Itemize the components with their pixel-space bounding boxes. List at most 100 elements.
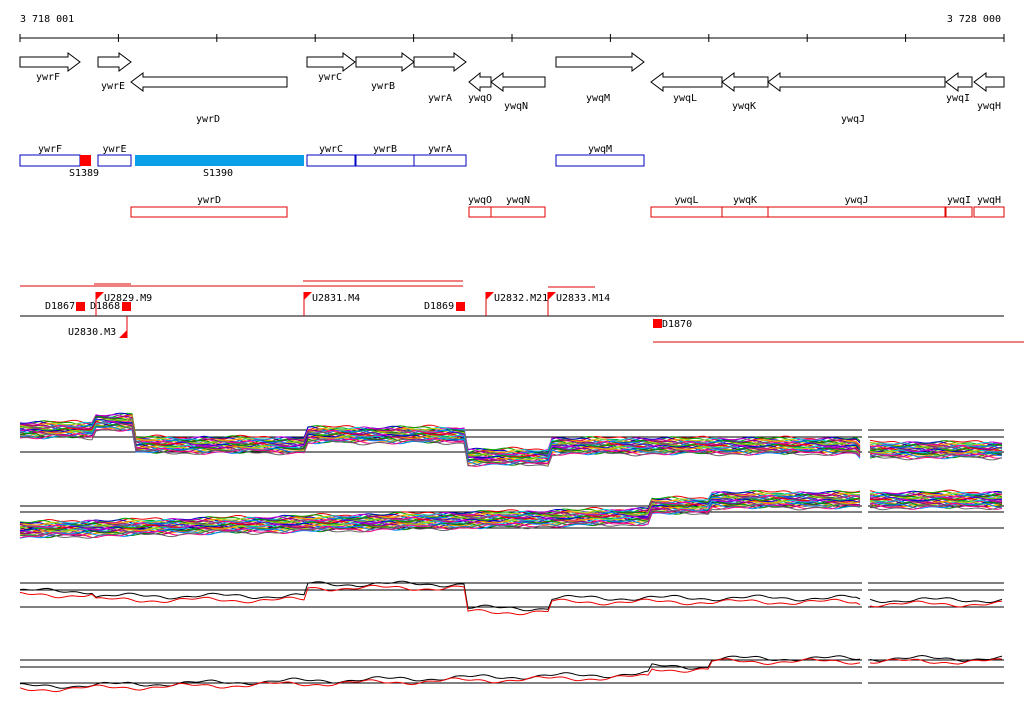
expression-trace	[19, 497, 861, 534]
feature-flag	[486, 292, 494, 300]
expression-trace	[19, 584, 861, 616]
plus-transcript	[355, 154, 415, 167]
gene-label: ywqH	[977, 101, 1001, 112]
expression-trace	[869, 453, 1003, 460]
expression-trace	[19, 503, 861, 539]
gene-label: ywrC	[318, 72, 342, 83]
segment-label: S1389	[69, 168, 99, 179]
gene-arrow	[413, 52, 467, 72]
minus-transcript	[468, 206, 492, 218]
gene-arrow	[355, 52, 415, 72]
gene-arrow	[945, 72, 973, 92]
gene-arrow	[306, 52, 356, 72]
feature-label: D1870	[662, 319, 692, 330]
minus-transcript-label: ywqH	[977, 195, 1001, 206]
expression-trace	[869, 453, 1003, 461]
gene-label: ywqK	[732, 101, 756, 112]
plus-transcript-label: ywqM	[588, 144, 612, 155]
gene-label: ywrE	[101, 81, 125, 92]
expression-trace	[19, 422, 861, 464]
expression-trace	[19, 500, 861, 537]
feature-label: D1869	[424, 301, 454, 312]
gene-label: ywqI	[946, 93, 970, 104]
minus-transcript	[945, 206, 973, 218]
expression-trace	[19, 427, 861, 467]
expression-trace	[869, 600, 1003, 608]
minus-transcript-label: ywqI	[947, 195, 971, 206]
expression-trace	[869, 449, 1003, 456]
feature-label: U2830.M3	[68, 327, 116, 338]
gene-arrow	[555, 52, 645, 72]
expression-trace	[869, 502, 1003, 510]
gene-label: ywqN	[504, 101, 528, 112]
feature-label: U2831.M4	[312, 293, 360, 304]
minus-transcript	[130, 206, 288, 218]
minus-transcript-label: ywqN	[506, 195, 530, 206]
gene-label: ywrF	[36, 72, 60, 83]
feature-label: U2832.M21	[494, 293, 548, 304]
feature-flag	[548, 292, 556, 300]
segment	[135, 155, 304, 166]
plus-transcript-label: ywrE	[102, 144, 126, 155]
expression-trace	[19, 502, 861, 539]
feature-label: D1867	[45, 301, 75, 312]
feature-label: U2833.M14	[556, 293, 610, 304]
gene-arrow	[767, 72, 946, 92]
minus-transcript-label: ywqO	[468, 195, 492, 206]
ruler-end: 3 728 000	[947, 14, 1001, 25]
gene-arrow	[130, 72, 288, 92]
plus-transcript	[19, 154, 81, 167]
expression-trace	[869, 451, 1003, 459]
gene-arrow	[721, 72, 769, 92]
plus-transcript-label: ywrA	[428, 144, 452, 155]
feature-flag	[304, 292, 312, 300]
minus-transcript-label: ywqK	[733, 195, 757, 206]
gene-label: ywrA	[428, 93, 452, 104]
gene-arrow	[650, 72, 723, 92]
expression-trace	[869, 500, 1003, 508]
gene-label: ywqM	[586, 93, 610, 104]
minus-transcript	[973, 206, 1005, 218]
gene-arrow	[19, 52, 81, 72]
expression-trace	[19, 494, 860, 532]
feature-mark	[122, 302, 131, 311]
plus-transcript	[97, 154, 132, 167]
gene-label: ywrB	[371, 81, 395, 92]
plus-transcript-label: ywrC	[319, 144, 343, 155]
gene-arrow	[468, 71, 492, 93]
plus-transcript-label: ywrF	[38, 144, 62, 155]
minus-transcript	[721, 206, 769, 218]
expression-trace	[19, 425, 861, 467]
minus-transcript-label: ywrD	[197, 195, 221, 206]
expression-trace	[19, 658, 861, 693]
feature-label: D1868	[90, 301, 120, 312]
minus-transcript-label: ywqL	[674, 195, 698, 206]
gene-arrow	[973, 72, 1005, 92]
gene-arrow	[490, 72, 546, 92]
expression-trace	[869, 504, 1003, 511]
plus-transcript	[555, 154, 645, 167]
minus-transcript	[650, 206, 723, 218]
expression-trace	[19, 416, 861, 456]
feature-mark	[456, 302, 465, 311]
minus-transcript	[490, 206, 546, 218]
gene-arrow	[97, 52, 132, 72]
gene-label: ywrD	[196, 114, 220, 125]
expression-trace	[869, 597, 1003, 604]
gene-label: ywqJ	[841, 114, 865, 125]
expression-trace	[19, 503, 861, 539]
expression-trace	[869, 450, 1003, 457]
minus-transcript-label: ywqJ	[844, 195, 868, 206]
expression-trace	[19, 580, 861, 612]
feature-mark	[653, 319, 662, 328]
gene-label: ywqO	[468, 93, 492, 104]
plus-transcript-label: ywrB	[373, 144, 397, 155]
feature-flag	[96, 292, 104, 300]
expression-trace	[20, 423, 861, 465]
expression-trace	[869, 658, 1003, 665]
feature-mark	[76, 302, 85, 311]
ruler-start: 3 718 001	[20, 14, 74, 25]
segment	[80, 155, 91, 166]
plus-transcript	[306, 154, 356, 167]
